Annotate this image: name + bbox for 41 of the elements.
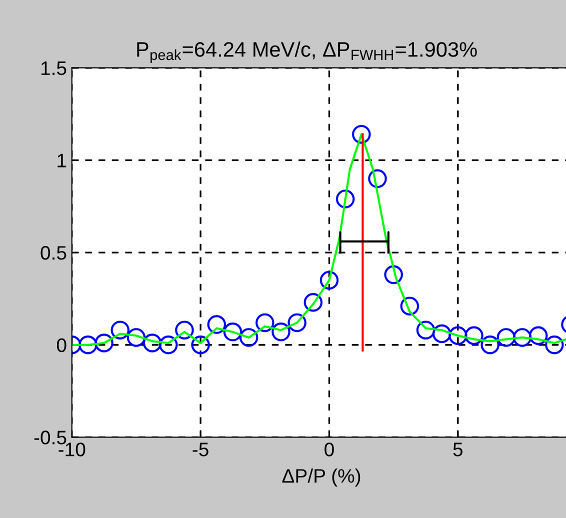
x-tick-label: -5 [192, 442, 208, 456]
point [159, 335, 178, 354]
y-tick-label: 1.5 [41, 62, 66, 76]
point [528, 326, 548, 346]
point [207, 315, 226, 334]
point [336, 190, 355, 208]
y-tick-label: -0.5 [34, 430, 66, 444]
point [384, 265, 403, 284]
point [304, 293, 323, 312]
point [416, 320, 436, 340]
point [448, 326, 468, 346]
point [256, 313, 274, 332]
point [480, 335, 500, 354]
point [272, 322, 290, 342]
point [94, 334, 114, 352]
y-tick-label: 0.5 [40, 246, 66, 260]
point [288, 313, 306, 332]
point [432, 324, 452, 344]
point [545, 335, 564, 354]
x-tick-label: -10 [58, 442, 86, 456]
x-tick-label: 5 [453, 442, 463, 456]
point [400, 296, 420, 316]
point [126, 328, 146, 347]
point [496, 328, 516, 347]
point [78, 335, 98, 354]
point [352, 124, 371, 144]
point [512, 328, 532, 347]
point [464, 326, 484, 346]
point [175, 320, 194, 340]
y-tick-label: 0 [56, 338, 66, 352]
point [239, 328, 258, 347]
y-tick-label: 1 [58, 154, 66, 168]
point [142, 334, 162, 352]
point [191, 335, 210, 354]
point [320, 270, 339, 290]
chart-title: P$_{peak}$=64.24 MeV/c, ΔP$_{FWHH}$=1.903% [137, 42, 477, 63]
point [223, 322, 242, 342]
point [368, 169, 387, 188]
x-axis-title: ΔP/P (%) [282, 468, 360, 487]
point [110, 320, 130, 340]
x-tick-label: 0 [324, 442, 334, 456]
